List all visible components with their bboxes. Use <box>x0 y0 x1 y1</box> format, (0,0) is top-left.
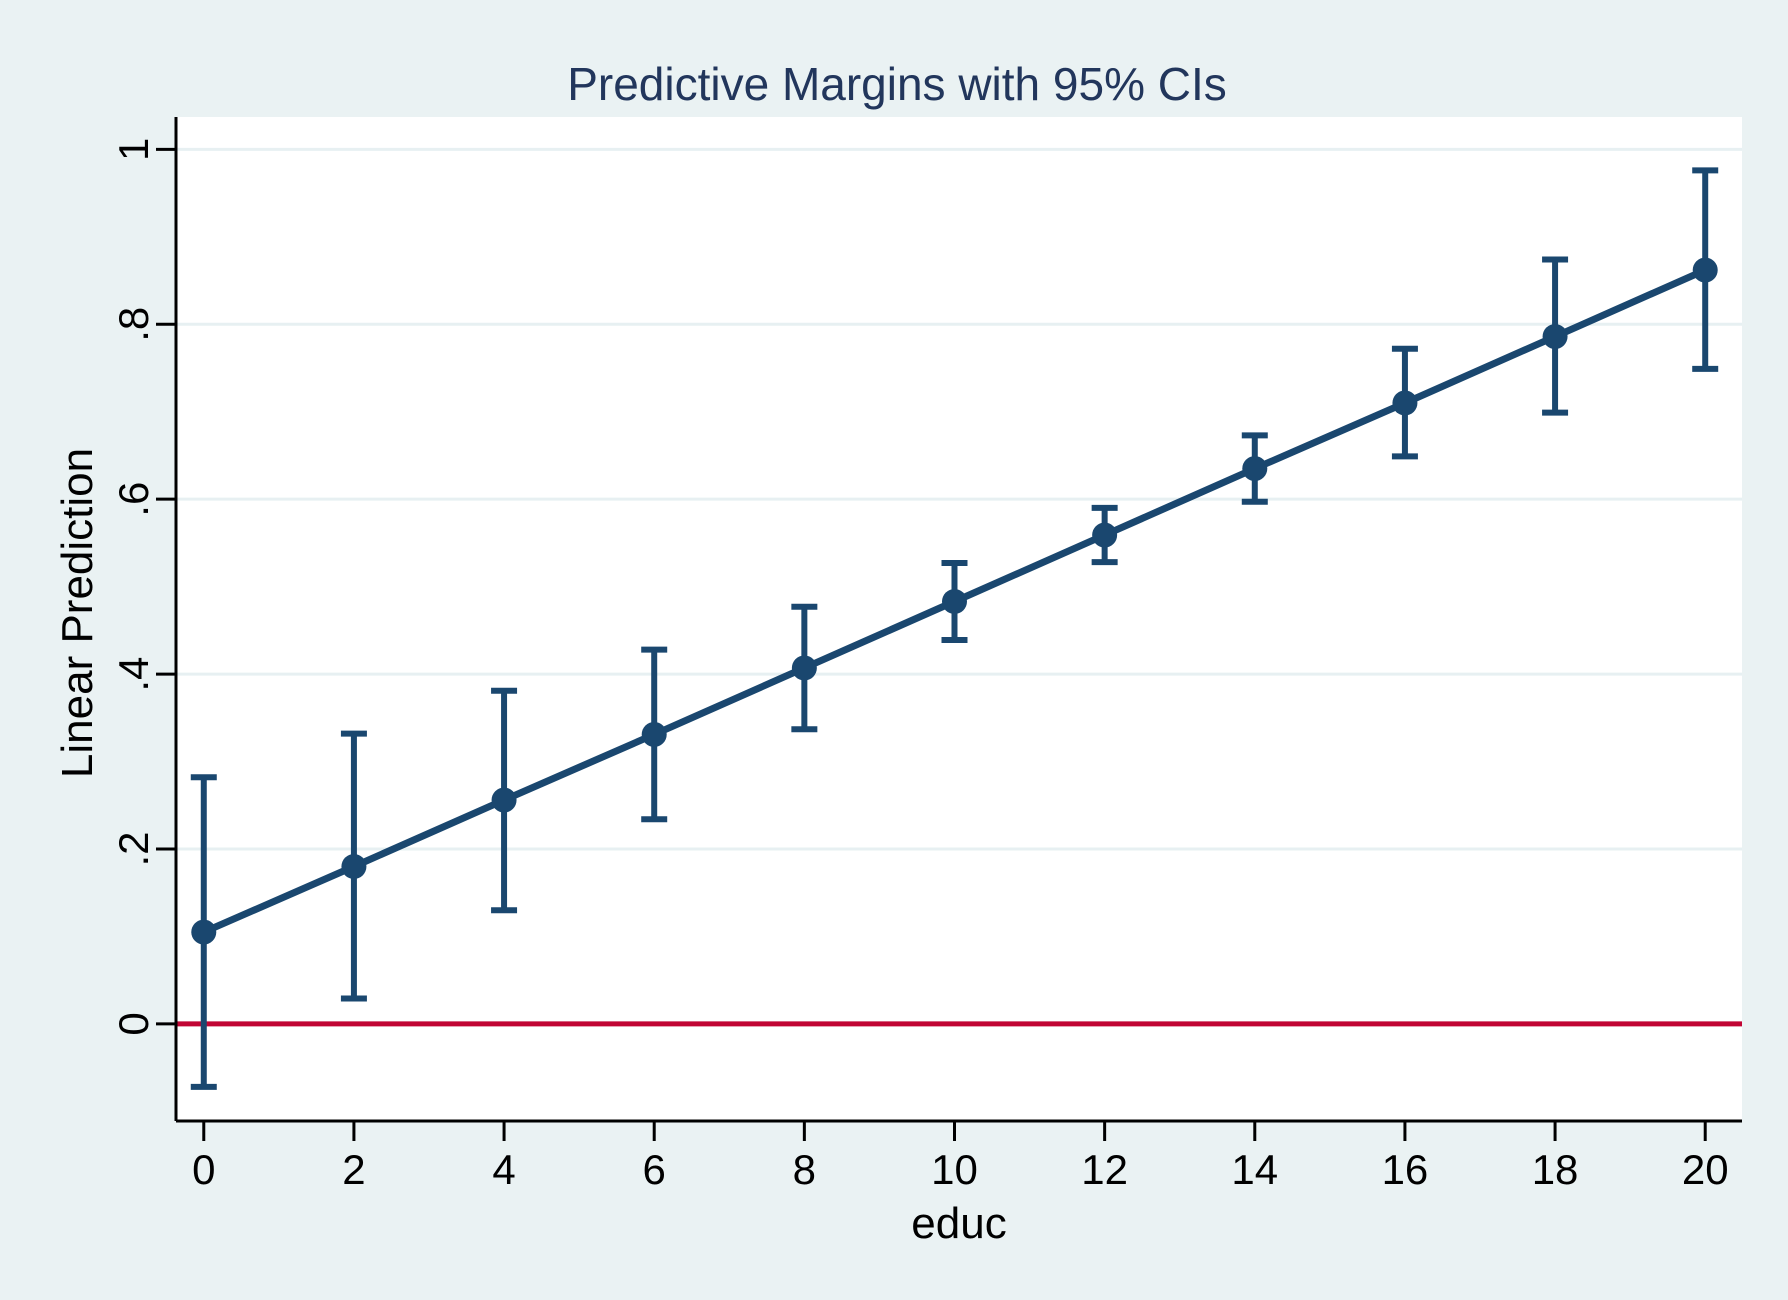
y-tick-label: 0 <box>110 1012 157 1035</box>
data-point <box>1242 456 1268 482</box>
x-tick-label: 2 <box>342 1146 365 1193</box>
x-tick-label: 10 <box>931 1146 978 1193</box>
data-point <box>941 589 967 615</box>
data-point <box>1092 522 1118 548</box>
plot-area <box>176 117 1742 1121</box>
y-tick-label: 1 <box>110 138 157 161</box>
y-tick-label: .2 <box>110 831 157 866</box>
chart-title: Predictive Margins with 95% CIs <box>567 58 1227 110</box>
data-point <box>1392 390 1418 416</box>
data-point <box>191 919 217 945</box>
x-tick-label: 12 <box>1081 1146 1128 1193</box>
data-point <box>791 655 817 681</box>
x-tick-label: 0 <box>192 1146 215 1193</box>
x-tick-label: 18 <box>1532 1146 1579 1193</box>
y-axis-label: Linear Prediction <box>53 448 102 778</box>
data-layer <box>176 167 1742 1090</box>
x-tick-label: 14 <box>1231 1146 1278 1193</box>
y-tick-label: .4 <box>110 657 157 692</box>
data-point <box>1542 324 1568 350</box>
ticks-layer: 0.2.4.6.810 2 4 6 8 10 12 14 16 18 20 <box>110 138 1729 1193</box>
x-tick-label: 20 <box>1682 1146 1729 1193</box>
x-tick-label: 8 <box>793 1146 816 1193</box>
y-tick-label: .8 <box>110 307 157 342</box>
data-point <box>491 787 517 813</box>
x-tick-label: 16 <box>1382 1146 1429 1193</box>
x-axis-label: educ <box>911 1199 1006 1248</box>
data-point <box>641 721 667 747</box>
data-point <box>341 854 367 880</box>
data-point <box>1692 257 1718 283</box>
y-tick-label: .6 <box>110 482 157 517</box>
x-tick-label: 4 <box>492 1146 515 1193</box>
x-tick-label: 6 <box>643 1146 666 1193</box>
